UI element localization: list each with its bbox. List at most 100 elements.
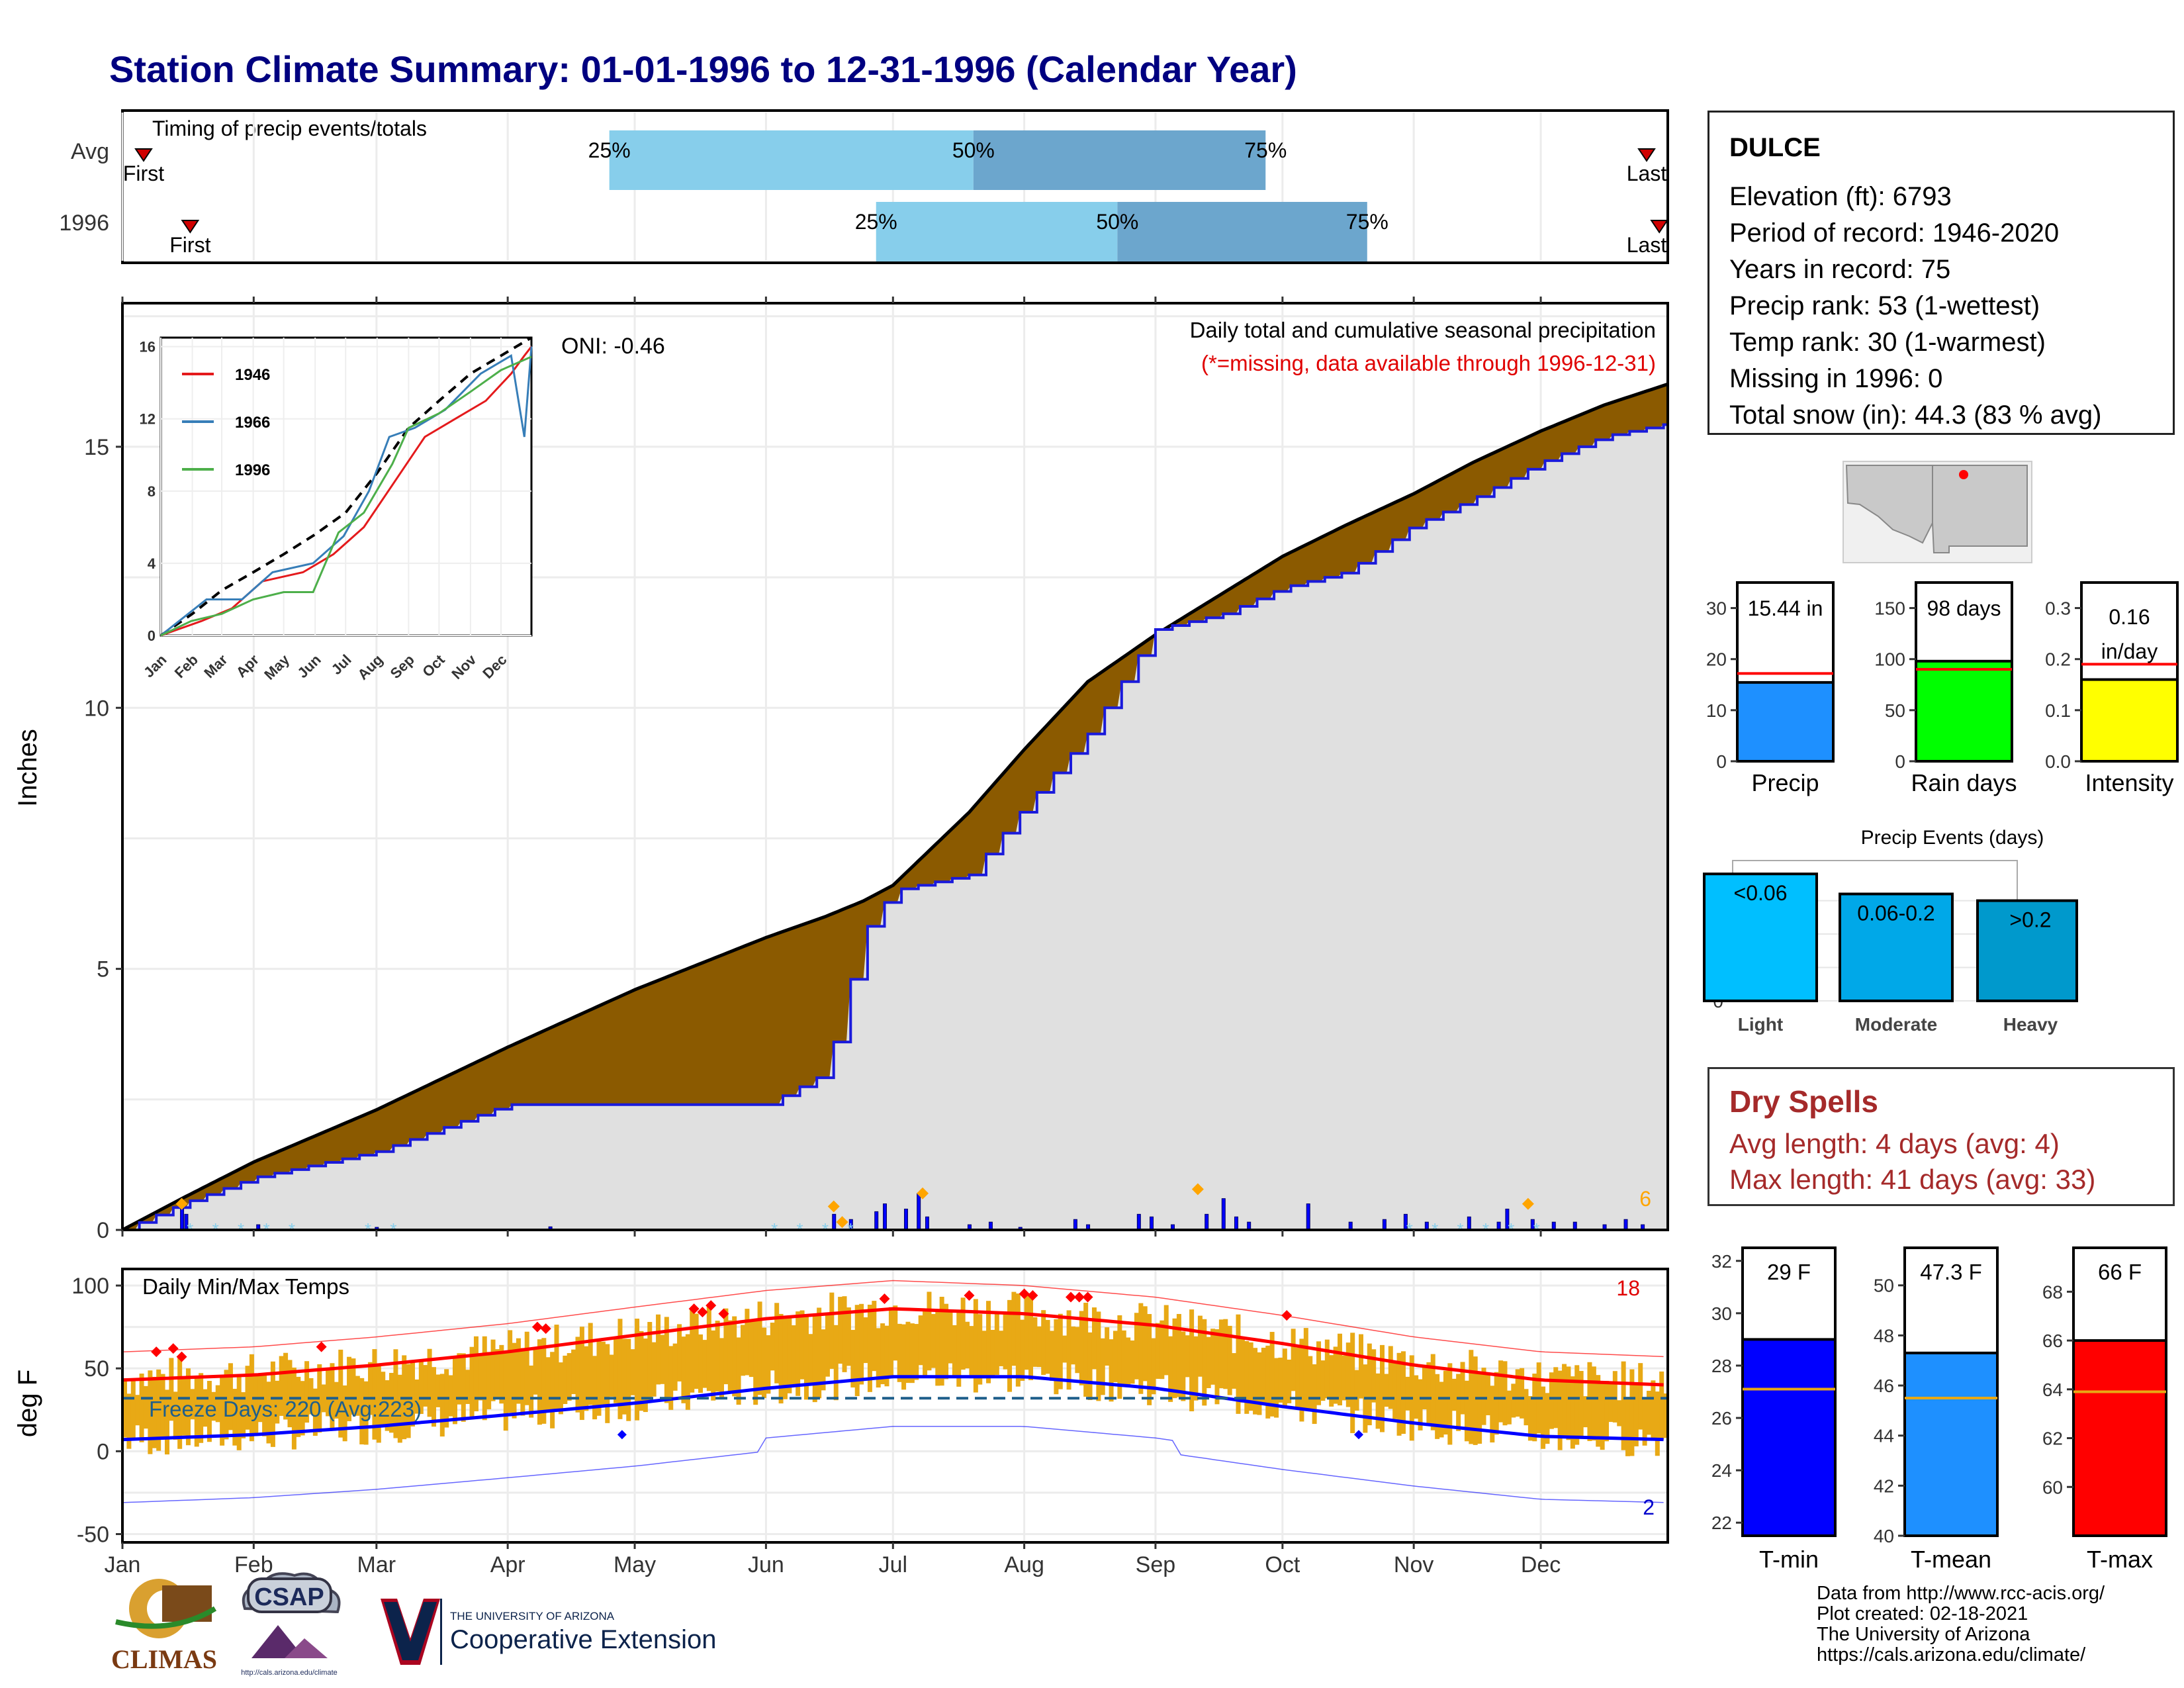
daily-precip-bar bbox=[1234, 1216, 1238, 1231]
daily-temp-bar bbox=[1498, 1360, 1504, 1423]
avg-max-line bbox=[122, 1307, 1664, 1387]
daily-temp-bar bbox=[969, 1326, 974, 1379]
logos: CLIMAS CSAP http://cals.arizona.edu/clim… bbox=[111, 1572, 716, 1677]
inset-ytick-label: 0 bbox=[148, 628, 156, 644]
daily-temp-bar bbox=[1633, 1382, 1639, 1446]
timing-first-label: First bbox=[169, 233, 210, 257]
daily-precip-bar bbox=[883, 1203, 887, 1231]
daily-temp-bar bbox=[1464, 1380, 1469, 1442]
daily-temp-bar bbox=[1469, 1350, 1474, 1444]
temp-bar-ytick-label: 24 bbox=[1711, 1460, 1732, 1481]
summary-bar-ytick-label: 0 bbox=[1895, 751, 1905, 772]
month-label: Aug bbox=[1004, 1552, 1044, 1577]
daily-temp-bar bbox=[1608, 1382, 1614, 1423]
daily-temp-bar bbox=[1138, 1303, 1144, 1394]
daily-temp-bar bbox=[647, 1322, 653, 1403]
timing-p25-label: 25% bbox=[855, 210, 897, 234]
daily-temp-bar bbox=[296, 1376, 301, 1437]
month-label: Nov bbox=[1394, 1552, 1433, 1577]
daily-temp-bar bbox=[736, 1337, 741, 1405]
daily-temp-bar bbox=[1121, 1330, 1126, 1387]
daily-temp-bar bbox=[126, 1393, 132, 1449]
daily-temp-bar bbox=[1109, 1339, 1114, 1402]
daily-temp-bar bbox=[923, 1309, 928, 1376]
daily-temp-bar bbox=[1651, 1380, 1656, 1440]
temp-bar-ytick-label: 68 bbox=[2042, 1282, 2063, 1302]
footer-credits: Data from http://www.rcc-acis.org/ Plot … bbox=[1817, 1583, 2105, 1665]
daily-temp-bar bbox=[499, 1344, 504, 1404]
daily-temp-bar bbox=[575, 1336, 580, 1413]
daily-temp-bar bbox=[960, 1297, 966, 1370]
summary-bar-ytick-label: 0.0 bbox=[2045, 751, 2071, 772]
temp-bar-ytick-label: 66 bbox=[2042, 1331, 2063, 1351]
daily-temp-bar bbox=[321, 1384, 326, 1413]
daily-temp-bar bbox=[1329, 1355, 1334, 1407]
daily-temp-bar bbox=[778, 1313, 784, 1404]
footer-line-source: Data from http://www.rcc-acis.org/ bbox=[1817, 1583, 2105, 1604]
daily-temp-bar bbox=[1083, 1303, 1089, 1397]
summary-bar-charts: 0 10 20 30 15.44 in Precip 0 50 100 150 98 days Rai… bbox=[1706, 581, 2179, 796]
daily-temp-bar bbox=[986, 1301, 991, 1383]
summary-bar-category-label: Rain days bbox=[1911, 769, 2017, 796]
daily-temp-bar bbox=[1655, 1391, 1660, 1456]
daily-temp-bar bbox=[1189, 1309, 1195, 1411]
station-total-snow: Total snow (in): 44.3 (83 % avg) bbox=[1729, 400, 2102, 430]
daily-temp-bar bbox=[206, 1381, 212, 1442]
daily-temp-bar bbox=[177, 1356, 183, 1449]
daily-temp-bar bbox=[1312, 1364, 1317, 1425]
daily-temp-bar bbox=[914, 1324, 919, 1380]
ua-big-text: Cooperative Extension bbox=[450, 1625, 716, 1654]
daily-temp-bar bbox=[1481, 1368, 1486, 1425]
daily-precip-bar bbox=[874, 1211, 879, 1231]
daily-temp-bar bbox=[1130, 1340, 1135, 1384]
station-period: Period of record: 1946-2020 bbox=[1729, 218, 2060, 248]
daily-temp-bar bbox=[1070, 1326, 1075, 1365]
daily-temp-bar bbox=[1566, 1366, 1571, 1440]
cumulative-observed-line bbox=[122, 423, 1668, 1231]
daily-temp-bar bbox=[1299, 1338, 1304, 1422]
month-label: Jun bbox=[748, 1552, 784, 1577]
daily-temp-bar bbox=[791, 1325, 796, 1385]
daily-temp-bar bbox=[1570, 1376, 1575, 1449]
daily-temp-bar bbox=[1091, 1307, 1097, 1370]
daily-temp-bar bbox=[287, 1360, 293, 1428]
temp-bar-t-mean bbox=[1903, 1351, 1999, 1537]
record-min-line bbox=[122, 1426, 1664, 1503]
daily-temp-bar bbox=[1506, 1390, 1512, 1425]
timing-last-label: Last bbox=[1627, 233, 1667, 257]
daily-temp-bar bbox=[1278, 1357, 1283, 1403]
daily-temp-bar bbox=[727, 1320, 733, 1392]
timing-p50-label: 50% bbox=[952, 138, 995, 162]
daily-temp-bar bbox=[617, 1319, 623, 1419]
daily-temp-bar bbox=[584, 1346, 589, 1411]
temp-count-high: 18 bbox=[1616, 1276, 1640, 1300]
summary-bar-category-label: Intensity bbox=[2085, 769, 2173, 796]
daily-temp-bar bbox=[1202, 1319, 1207, 1406]
daily-temp-bar bbox=[279, 1356, 284, 1416]
daily-precip-bar bbox=[917, 1193, 921, 1231]
daily-temp-bar bbox=[817, 1307, 822, 1399]
daily-temp-bar bbox=[1045, 1319, 1050, 1374]
summary-bar-ytick-label: 150 bbox=[1874, 598, 1905, 619]
dry-spells-box: Dry Spells Avg length: 4 days (avg: 4) M… bbox=[1707, 1067, 2175, 1206]
daily-temp-bar bbox=[1587, 1362, 1592, 1441]
daily-temp-bar bbox=[872, 1301, 877, 1372]
daily-temp-bar bbox=[1163, 1305, 1169, 1376]
daily-temp-bar bbox=[1287, 1359, 1292, 1403]
daily-temp-bar bbox=[656, 1314, 661, 1385]
daily-temp-bar bbox=[1168, 1336, 1173, 1402]
summary-bar-ytick-label: 50 bbox=[1885, 700, 1905, 721]
daily-temp-bar bbox=[545, 1357, 551, 1411]
daily-temp-bar bbox=[1181, 1331, 1186, 1401]
daily-temp-bar bbox=[478, 1354, 483, 1401]
daily-temp-bar bbox=[888, 1307, 893, 1376]
timing-last-marker bbox=[1650, 220, 1669, 234]
daily-temp-bar bbox=[1451, 1378, 1457, 1411]
daily-temp-bar bbox=[1396, 1352, 1402, 1436]
temp-bar-ytick-label: 40 bbox=[1874, 1526, 1894, 1546]
daily-temp-bar bbox=[1578, 1371, 1584, 1436]
events-bar-label: 0.06-0.2 bbox=[1857, 901, 1934, 925]
daily-temp-bar bbox=[486, 1352, 492, 1409]
